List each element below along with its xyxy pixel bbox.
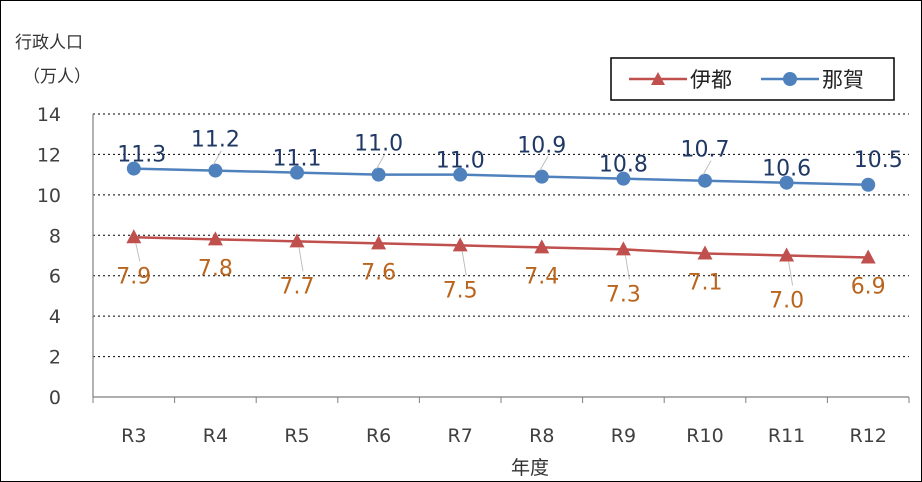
data-label: 7.7	[280, 274, 315, 299]
data-point-triangle	[534, 239, 550, 254]
data-point-triangle	[697, 245, 713, 260]
data-label: 7.8	[198, 256, 233, 281]
y-tick-label: 4	[49, 306, 61, 328]
leader-line	[461, 251, 467, 276]
leader-line	[702, 160, 712, 175]
legend: 伊都 那賀	[610, 57, 895, 101]
data-labels: 7.9 7.8 7.7 7.6 7.5 7.4 7.3 7.1 7.0 6.9 11.3 11.2 11…	[116, 128, 902, 314]
data-point-circle	[534, 169, 549, 184]
x-tick-label: R12	[850, 425, 887, 447]
legend-label-ito: 伊都	[690, 68, 732, 92]
data-label: 7.0	[769, 289, 804, 314]
data-point-triangle	[860, 249, 876, 264]
series-layer	[126, 161, 876, 264]
axes: 0 2 4 6 8 10 12 14 R3 R4 R5 R6 R7 R8 R9 R10 R11 R12	[37, 104, 910, 447]
data-label: 10.6	[762, 157, 811, 182]
y-tick-label: 2	[49, 347, 61, 369]
data-point-triangle	[126, 229, 142, 244]
y-tick-label: 14	[37, 104, 61, 126]
leader-line	[376, 154, 386, 169]
data-label: 10.7	[681, 138, 730, 163]
data-point-triangle	[615, 241, 631, 256]
series-line	[133, 236, 869, 259]
y-tick-label: 6	[49, 266, 61, 288]
grid-lines	[93, 113, 909, 358]
x-tick-label: R5	[284, 425, 309, 447]
data-label: 7.6	[361, 260, 396, 285]
x-tick-label: R10	[686, 425, 723, 447]
data-point-triangle	[289, 233, 305, 248]
leader-line	[539, 156, 549, 171]
data-point-triangle	[207, 231, 223, 246]
data-label: 11.0	[354, 132, 403, 157]
legend-label-naga: 那賀	[822, 68, 864, 92]
data-point-triangle	[452, 237, 468, 252]
x-tick-label: R9	[611, 425, 636, 447]
data-point-circle	[371, 167, 386, 182]
data-point-circle	[453, 167, 468, 182]
data-label: 7.4	[524, 264, 559, 289]
leader-line	[298, 247, 304, 272]
data-label: 6.9	[851, 275, 886, 300]
y-tick-label: 8	[49, 225, 61, 247]
legend-triangle-icon	[651, 72, 665, 85]
legend-circle-icon	[783, 72, 797, 86]
data-label: 7.1	[688, 270, 723, 295]
data-point-circle	[698, 173, 712, 188]
y-axis-title-line2: （万人）	[23, 67, 91, 87]
data-label: 11.2	[191, 128, 240, 153]
x-tick-label: R8	[529, 425, 554, 447]
data-label: 10.5	[854, 148, 903, 173]
y-tick-label: 10	[37, 185, 61, 207]
leader-line	[212, 150, 222, 165]
x-tick-label: R7	[448, 425, 473, 447]
data-label: 7.5	[443, 278, 478, 303]
data-label: 7.3	[606, 282, 641, 307]
data-point-circle	[861, 177, 876, 192]
data-point-circle	[290, 165, 304, 180]
data-point-circle	[779, 175, 794, 190]
y-tick-label: 0	[49, 387, 61, 409]
data-point-triangle	[779, 247, 795, 262]
leader-line	[624, 255, 630, 280]
x-tick-label: R3	[121, 425, 146, 447]
data-point-circle	[616, 171, 631, 186]
y-axis-title-line1: 行政人口	[15, 33, 83, 53]
x-tick-label: R6	[366, 425, 391, 447]
data-point-circle	[126, 161, 141, 176]
y-tick-label: 12	[37, 144, 61, 166]
series-line	[133, 167, 869, 186]
data-point-circle	[208, 163, 223, 178]
data-label: 10.9	[517, 134, 566, 159]
leader-line	[135, 243, 141, 262]
x-tick-label: R4	[203, 425, 228, 447]
leader-line	[788, 261, 794, 286]
data-label: 11.1	[273, 147, 322, 172]
x-tick-label: R11	[768, 425, 805, 447]
data-label: 10.8	[599, 153, 648, 178]
data-label: 7.9	[116, 264, 151, 289]
x-axis-title: 年度	[511, 457, 549, 479]
data-label: 11.0	[436, 149, 485, 174]
data-point-triangle	[371, 235, 387, 250]
data-label: 11.3	[117, 143, 166, 168]
